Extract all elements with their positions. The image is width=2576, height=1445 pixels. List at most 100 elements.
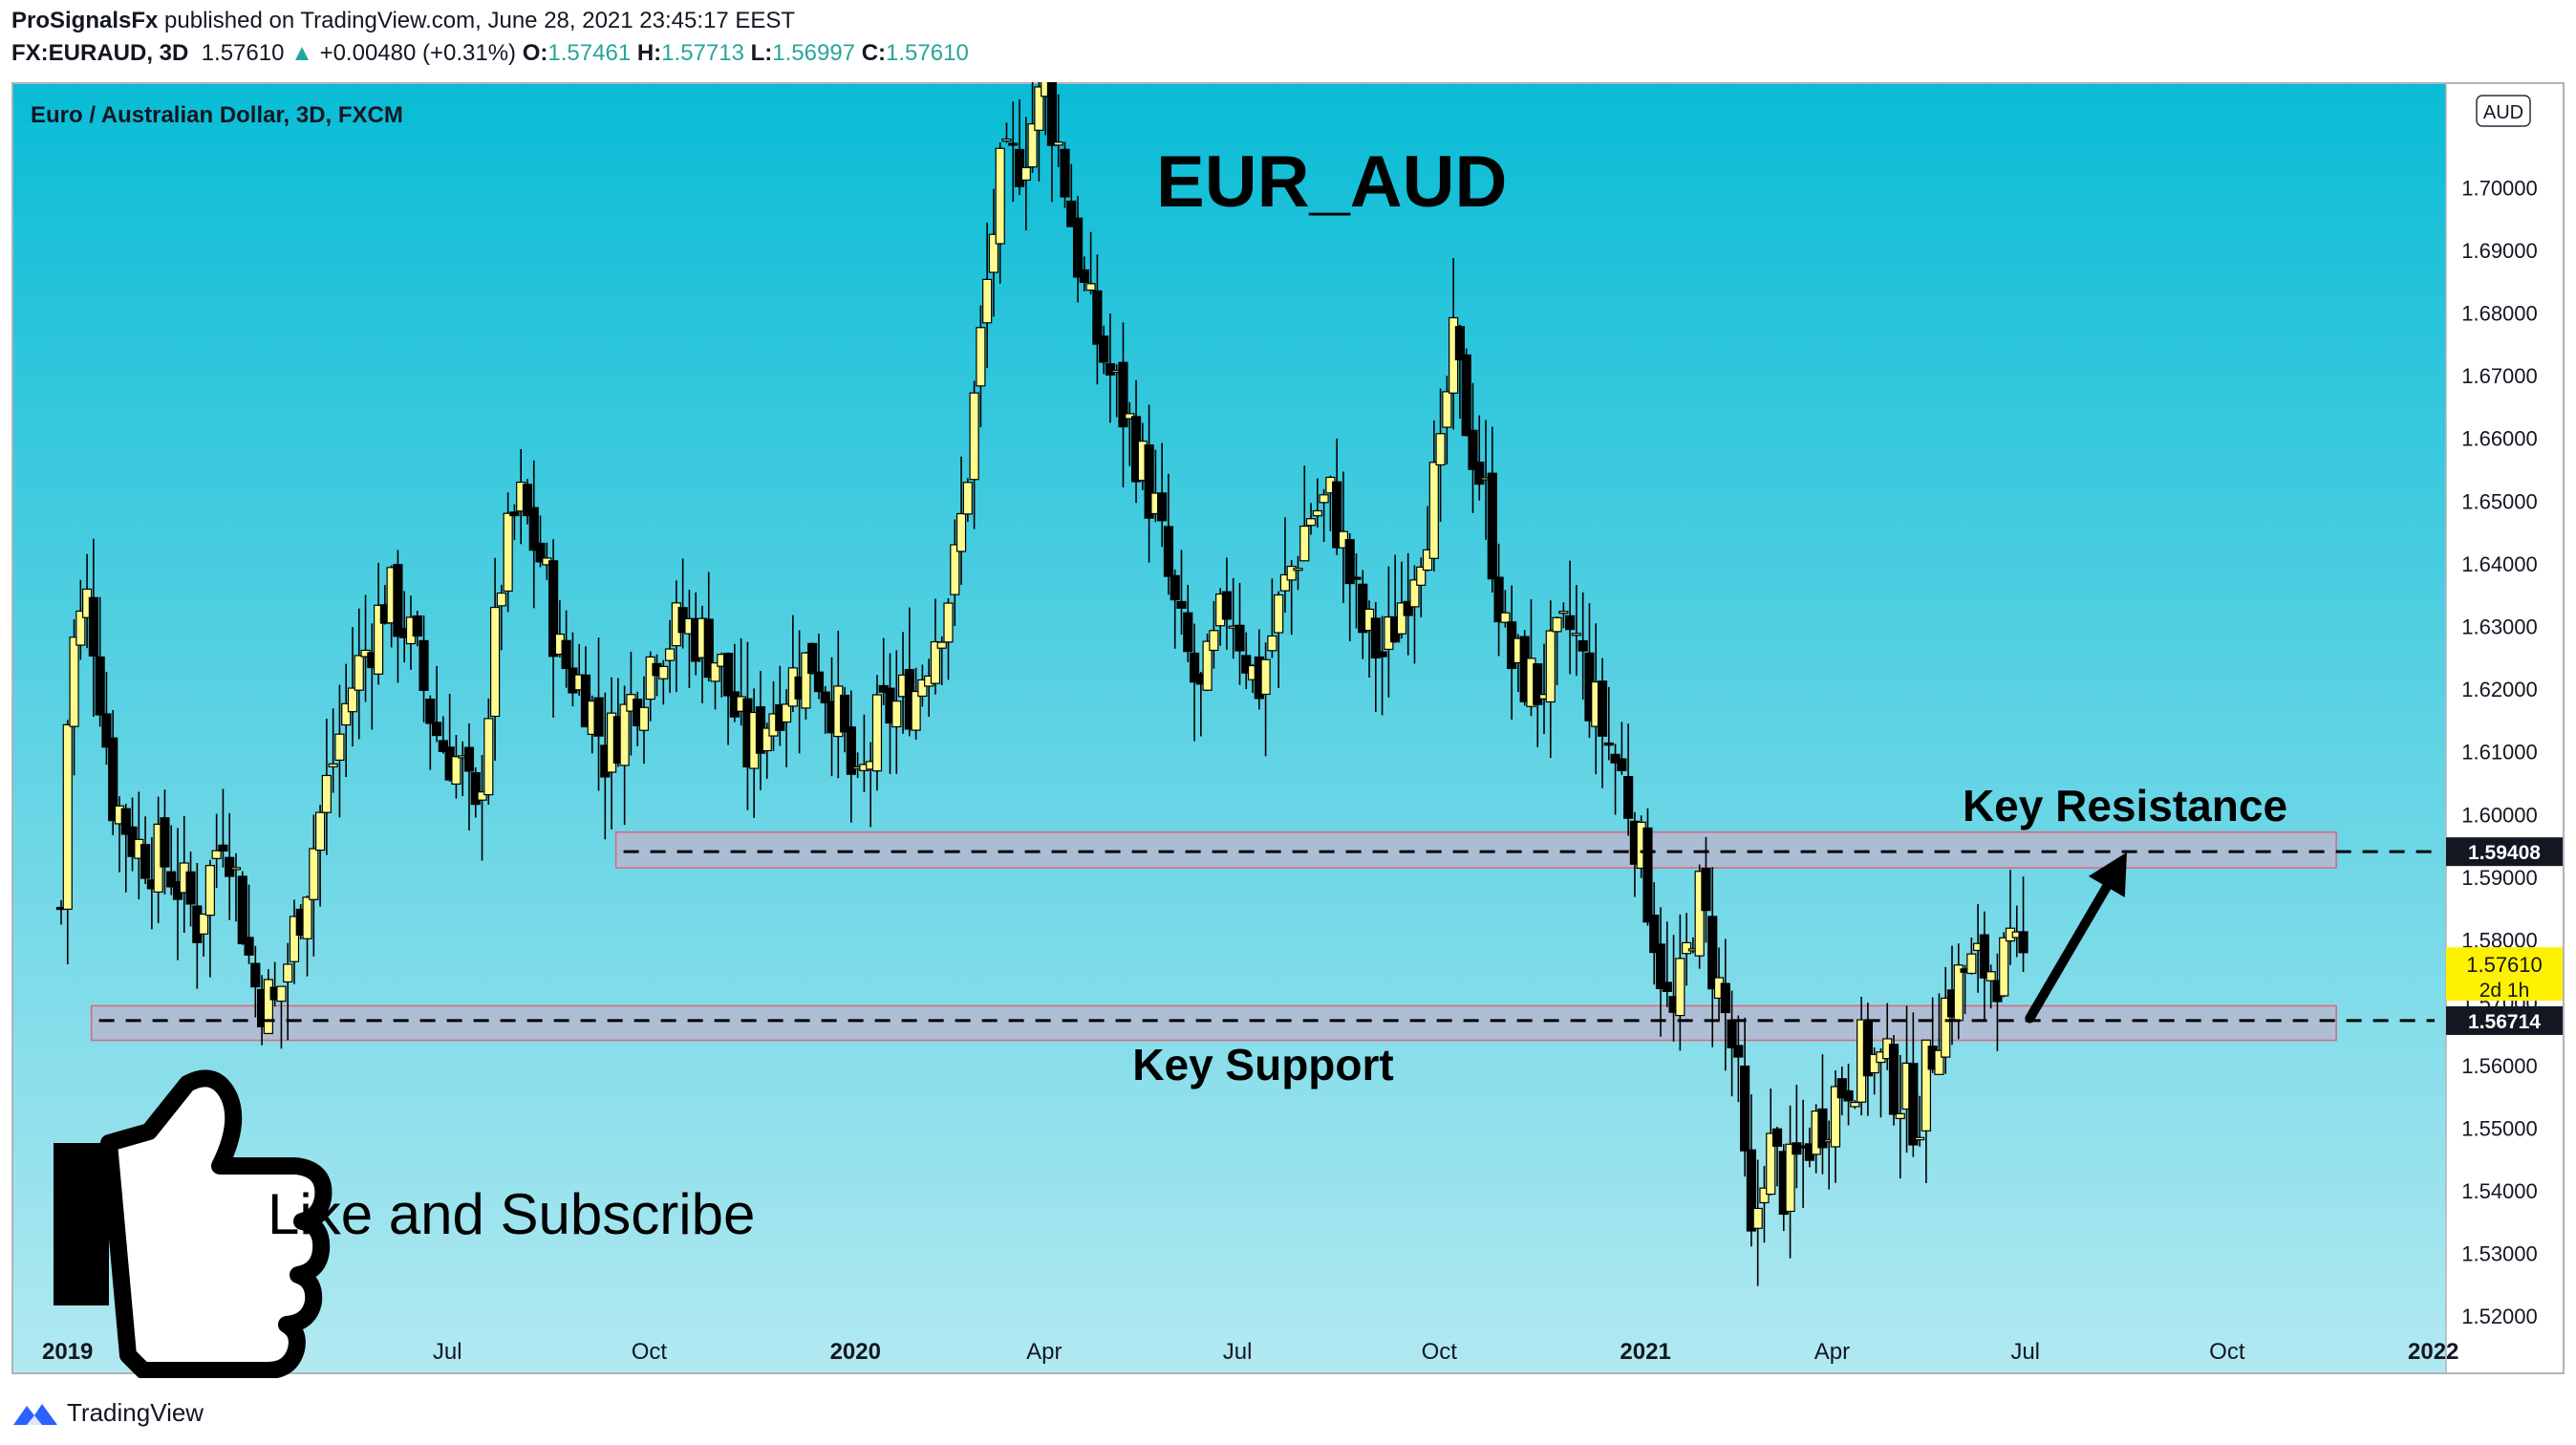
- candle: [1733, 1015, 1744, 1103]
- chart-title: Euro / Australian Dollar, 3D, FXCM: [31, 102, 403, 128]
- candle-body: [1733, 1045, 1744, 1058]
- candle-body: [1085, 283, 1096, 291]
- candle-body: [1053, 141, 1063, 146]
- candle: [263, 969, 273, 1035]
- candle: [1979, 911, 1989, 1022]
- candle-body: [509, 511, 520, 517]
- candle-body: [1332, 481, 1342, 549]
- candle: [710, 662, 720, 710]
- candle: [1682, 913, 1692, 986]
- candle-body: [1176, 600, 1187, 609]
- candle-body: [911, 690, 921, 731]
- candle-body: [1209, 630, 1219, 652]
- candle-body: [1662, 981, 1672, 992]
- candle-body: [341, 702, 352, 726]
- candle: [334, 684, 345, 818]
- candle: [289, 899, 300, 984]
- candle-body: [283, 963, 293, 983]
- candle: [1746, 1094, 1756, 1247]
- candle: [321, 718, 332, 855]
- candle: [1286, 559, 1297, 636]
- candle-body: [1183, 612, 1193, 653]
- candle-body: [1953, 964, 1964, 1022]
- candle: [976, 305, 986, 428]
- candle: [225, 812, 235, 920]
- candle: [1072, 195, 1084, 303]
- tradingview-footer[interactable]: TradingView: [11, 1395, 204, 1430]
- candle: [1999, 932, 2009, 998]
- level-axis-tag-label: 1.59408: [2468, 842, 2541, 864]
- candle: [1027, 82, 1038, 173]
- candle: [1157, 442, 1168, 548]
- candle-body: [1986, 971, 1996, 981]
- candle-body: [522, 484, 533, 517]
- candle-body: [211, 850, 222, 859]
- candle: [477, 755, 487, 861]
- candle: [846, 690, 856, 823]
- candle: [1740, 1017, 1750, 1177]
- candle: [88, 538, 98, 718]
- last-price-bg: [2446, 947, 2563, 1002]
- candle-body: [1720, 982, 1730, 1014]
- candle: [230, 852, 242, 922]
- candle: [496, 584, 506, 651]
- candle-body: [1759, 1187, 1770, 1204]
- candle-body: [528, 507, 539, 551]
- candle: [1662, 921, 1672, 1007]
- candle-body: [1707, 916, 1718, 990]
- candle-body: [309, 848, 319, 900]
- candle: [995, 141, 1005, 284]
- candle-body: [1416, 566, 1427, 586]
- candle: [1986, 964, 1996, 1009]
- candle: [1915, 1095, 1925, 1147]
- candle: [950, 519, 960, 627]
- candle: [1163, 473, 1174, 595]
- candle-body: [470, 772, 481, 806]
- candle: [489, 557, 501, 761]
- candle-body: [1435, 433, 1446, 466]
- candle: [1642, 808, 1653, 926]
- candle-body: [619, 703, 630, 766]
- candle-body: [1934, 1049, 1944, 1075]
- candle: [1836, 1067, 1847, 1116]
- x-tick-label: Jul: [433, 1339, 462, 1365]
- candle-body: [1221, 591, 1233, 620]
- candle: [1422, 506, 1433, 572]
- candle-body: [1727, 1019, 1737, 1048]
- candle-body: [120, 808, 131, 835]
- candle-body: [1694, 871, 1705, 957]
- candle: [373, 562, 384, 685]
- candle-body: [199, 913, 209, 935]
- candle-body: [988, 233, 999, 273]
- y-tick-label: 1.70000: [2461, 176, 2538, 200]
- candle: [1694, 864, 1705, 969]
- candle: [1655, 907, 1666, 1037]
- svg-text:AUD: AUD: [2483, 102, 2523, 123]
- x-tick-label: 2019: [42, 1339, 93, 1365]
- candle: [1053, 94, 1063, 167]
- candle-body: [1163, 526, 1174, 577]
- candle-body: [334, 733, 345, 761]
- last-price: 1.57610: [201, 40, 285, 66]
- candle-body: [1066, 200, 1077, 227]
- candle-body: [638, 706, 650, 731]
- candle: [1377, 615, 1387, 716]
- candle: [1118, 322, 1128, 488]
- candle: [1099, 325, 1109, 375]
- candle-body: [1157, 492, 1168, 522]
- candle-body: [1597, 680, 1608, 737]
- candle: [1545, 600, 1556, 759]
- candle-body: [1279, 573, 1291, 592]
- candle-body: [710, 662, 720, 682]
- candle: [211, 813, 222, 889]
- candle-body: [547, 560, 559, 658]
- candle-body: [1558, 611, 1569, 615]
- candle-body: [995, 147, 1005, 245]
- candle-body: [846, 726, 856, 775]
- candle-body: [1468, 429, 1478, 470]
- candle-body: [1701, 867, 1711, 912]
- candle-body: [354, 655, 364, 691]
- candle: [1493, 543, 1504, 657]
- candle-body: [1649, 915, 1660, 954]
